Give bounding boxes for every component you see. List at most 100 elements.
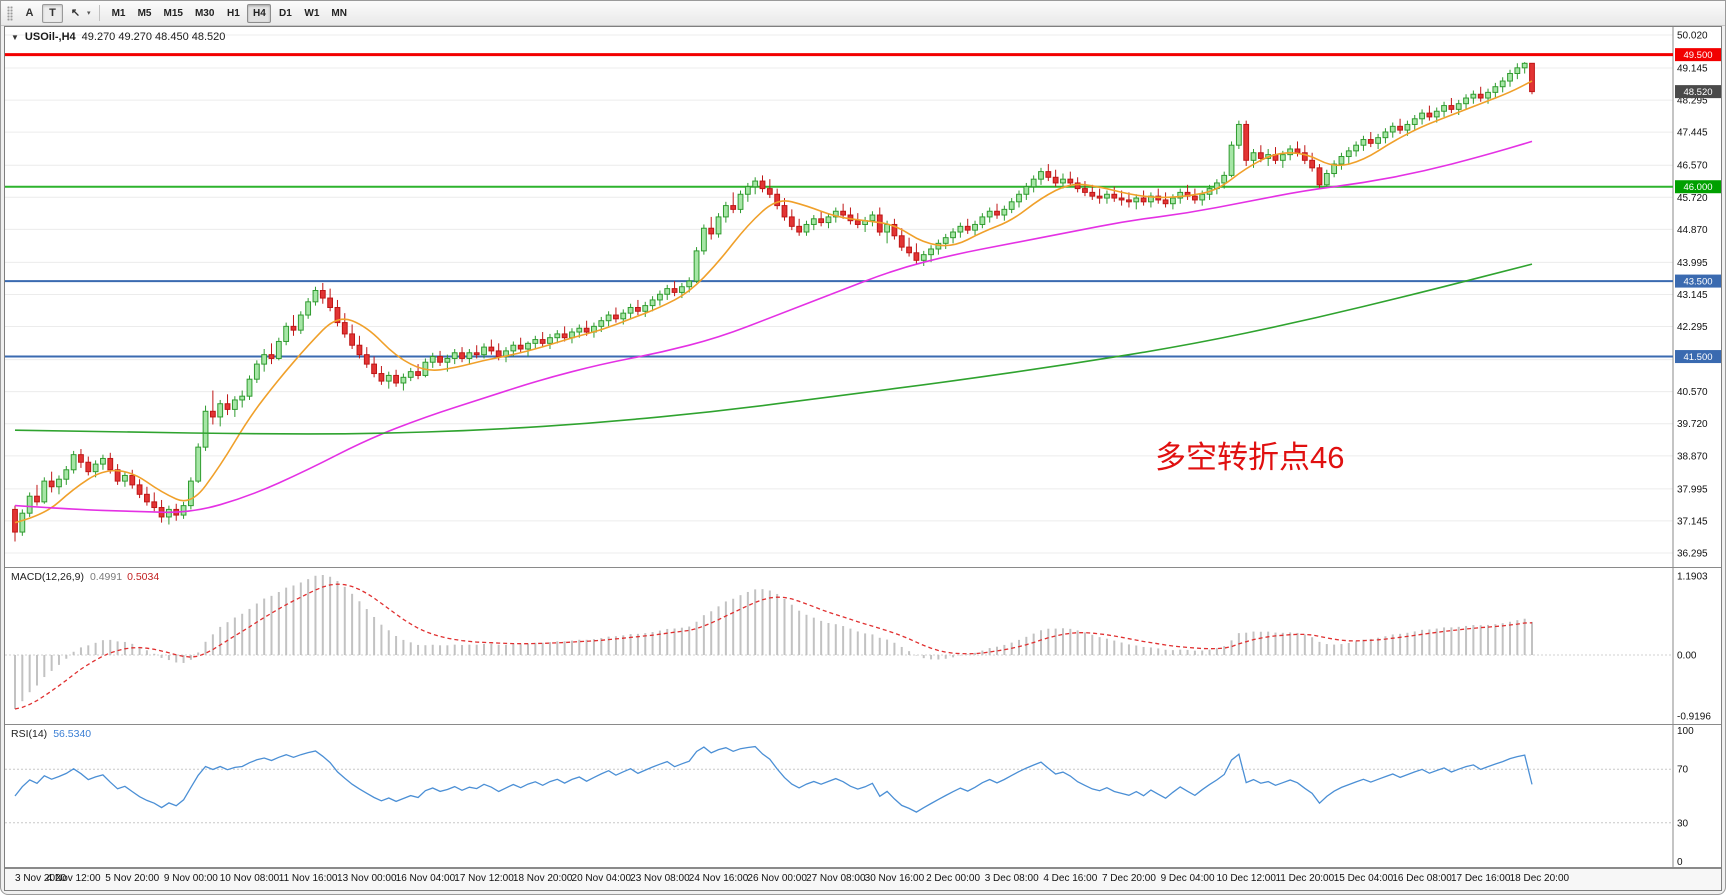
candle xyxy=(700,227,707,252)
candle xyxy=(144,493,150,503)
candle xyxy=(122,474,128,482)
candle xyxy=(825,216,832,224)
timeframe-button-h1[interactable]: H1 xyxy=(221,4,245,23)
chevron-down-icon[interactable]: ▾ xyxy=(87,10,91,17)
candle xyxy=(766,188,773,195)
candle xyxy=(136,484,143,495)
macd-name: MACD(12,26,9) xyxy=(11,571,84,583)
price-tag xyxy=(1675,48,1721,62)
candle xyxy=(686,280,693,288)
candle xyxy=(429,356,436,363)
macd-canvas[interactable]: 1.1903 0.00 -0.9196 xyxy=(5,568,1721,724)
rsi-canvas[interactable]: 100 70 30 0 xyxy=(5,725,1721,867)
macd-axis-label: 1.1903 xyxy=(1677,572,1708,583)
candle xyxy=(678,286,685,293)
time-axis-label: 2 Dec 00:00 xyxy=(926,873,981,884)
candle xyxy=(356,344,363,356)
panel-splitter[interactable] xyxy=(5,567,1721,568)
ma-fast-line xyxy=(14,80,1533,524)
price-axis-label: 49.145 xyxy=(1677,64,1708,75)
candle xyxy=(1338,156,1345,165)
candle xyxy=(517,344,524,350)
candle xyxy=(63,469,70,480)
panel-splitter[interactable] xyxy=(5,724,1721,725)
candle xyxy=(1521,62,1528,69)
chart-title: ▼ USOil-,H4 49.270 49.270 48.450 48.520 xyxy=(11,31,225,43)
candle xyxy=(598,320,605,327)
price-axis-label: 42.295 xyxy=(1677,322,1708,333)
candle xyxy=(107,457,114,471)
candles-layer xyxy=(12,62,1535,542)
timeframe-button-m15[interactable]: M15 xyxy=(159,4,188,23)
candle xyxy=(920,254,927,261)
macd-axis-label: -0.9196 xyxy=(1677,712,1711,723)
time-axis[interactable]: 3 Nov 2020 4 Nov 12:00 5 Nov 20:00 9 Nov 00… xyxy=(5,868,1721,890)
candle xyxy=(231,399,238,410)
candle xyxy=(1507,72,1513,82)
cursor-tool-button[interactable]: ↖ xyxy=(65,4,86,23)
timeframe-button-mn[interactable]: MN xyxy=(326,4,352,23)
candle xyxy=(275,340,282,359)
timeframe-button-h4[interactable]: H4 xyxy=(247,3,272,23)
timeframe-button-m30[interactable]: M30 xyxy=(190,4,219,23)
toolbar-grip-icon[interactable] xyxy=(7,5,13,21)
timeframe-button-w1[interactable]: W1 xyxy=(299,4,324,23)
candle xyxy=(444,357,451,363)
candle xyxy=(774,193,781,207)
candle xyxy=(510,344,517,352)
candle xyxy=(1228,144,1235,176)
rsi-line xyxy=(14,745,1533,813)
candle xyxy=(1477,93,1484,99)
timeframe-button-m5[interactable]: M5 xyxy=(133,4,157,23)
price-axis-label: 38.870 xyxy=(1677,451,1708,462)
candle xyxy=(26,495,33,514)
price-tag xyxy=(1675,85,1721,99)
candle xyxy=(1389,125,1396,133)
price-axis-label: 37.995 xyxy=(1677,484,1708,495)
candle xyxy=(972,223,978,231)
candle xyxy=(224,403,231,410)
timeframe-button-d1[interactable]: D1 xyxy=(273,4,297,23)
candle xyxy=(400,376,407,384)
price-axis-label: 39.720 xyxy=(1677,419,1708,430)
timeframe-button-m1[interactable]: M1 xyxy=(107,4,131,23)
candle xyxy=(715,216,722,235)
candle xyxy=(554,333,561,339)
candle xyxy=(85,461,92,473)
price-axis-label: 45.720 xyxy=(1677,193,1708,204)
candle xyxy=(349,333,356,346)
annotation-text: 多空转折点46 xyxy=(1155,440,1345,475)
candle xyxy=(693,250,700,282)
macd-label: MACD(12,26,9) 0.4991 0.5034 xyxy=(11,571,159,583)
candle xyxy=(1008,201,1015,210)
collapse-triangle-icon[interactable]: ▼ xyxy=(11,32,19,42)
candle xyxy=(1287,148,1294,156)
time-axis-label: 4 Nov 12:00 xyxy=(46,873,101,884)
macd-axis-label: 0.00 xyxy=(1677,650,1697,661)
panel-splitter[interactable] xyxy=(5,867,1721,868)
a-tool-button[interactable]: A xyxy=(19,4,40,23)
symbol-label: USOil-,H4 xyxy=(24,31,76,43)
timeframe-button-group: M1 M5 M15 M30 H1 H4 D1 W1 MN xyxy=(106,3,353,23)
candle xyxy=(913,252,920,261)
candle xyxy=(950,231,956,239)
candle xyxy=(788,216,795,227)
time-axis-label: 4 Dec 16:00 xyxy=(1043,873,1098,884)
candle xyxy=(1360,139,1367,146)
candle xyxy=(928,248,934,256)
candle xyxy=(737,193,744,210)
candle xyxy=(532,339,539,344)
candle xyxy=(1045,171,1052,178)
time-axis-label: 17 Dec 16:00 xyxy=(1450,873,1511,884)
candle xyxy=(129,474,136,486)
rsi-panel: 100 70 30 0 RSI(14) 56.5340 xyxy=(5,725,1721,867)
t-tool-button[interactable]: T xyxy=(42,3,63,23)
price-chart-canvas[interactable]: 50.020 49.145 48.295 47.445 46.570 45.720 44.8… xyxy=(5,27,1721,567)
candle xyxy=(253,363,260,380)
price-axis-label: 47.445 xyxy=(1677,128,1708,139)
candle xyxy=(1096,195,1103,199)
candle xyxy=(151,501,158,509)
candle xyxy=(635,306,641,312)
candle xyxy=(1221,174,1228,184)
candle xyxy=(832,210,839,218)
